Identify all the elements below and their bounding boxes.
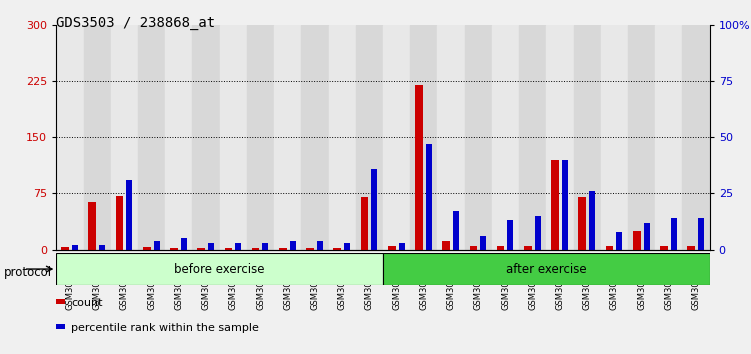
Bar [383,25,410,250]
Bar [606,246,614,250]
Bar [628,25,655,250]
Bar [399,243,405,250]
Bar [89,202,96,250]
Bar [660,246,668,250]
Bar [290,241,296,250]
Bar [601,25,628,250]
Bar [453,211,459,250]
Bar [574,25,601,250]
Bar [426,144,432,250]
Bar [383,253,710,285]
Bar [442,241,450,250]
Text: protocol: protocol [4,266,52,279]
Bar [644,223,650,250]
Bar [99,245,105,250]
Bar [235,243,241,250]
Text: count: count [71,298,103,308]
Bar [143,247,150,250]
Bar [437,25,465,250]
Text: before exercise: before exercise [174,263,265,275]
Bar [578,197,586,250]
Bar [469,246,477,250]
Bar [225,248,232,250]
Bar [356,25,383,250]
Bar [181,238,187,250]
Bar [328,25,356,250]
Text: GDS3503 / 238868_at: GDS3503 / 238868_at [56,16,216,30]
Text: after exercise: after exercise [506,263,587,275]
Bar [410,25,437,250]
Bar [551,160,559,250]
Bar [671,218,677,250]
Bar [192,25,219,250]
Bar [519,25,546,250]
Bar [83,25,111,250]
Bar [617,232,623,250]
Bar [589,191,595,250]
Bar [388,246,396,250]
Bar [165,25,192,250]
Bar [333,248,341,250]
Bar [415,85,423,250]
Bar [279,248,287,250]
Bar [153,241,159,250]
Bar [116,196,123,250]
Bar [360,197,368,250]
Bar [247,25,274,250]
Bar [547,25,574,250]
Bar [56,253,383,285]
Bar [262,243,268,250]
Bar [317,241,323,250]
Bar [301,25,328,250]
Bar [465,25,492,250]
Bar [633,231,641,250]
Bar [219,25,247,250]
Bar [687,246,695,250]
Bar [208,243,214,250]
Bar [480,236,486,250]
Bar [274,25,301,250]
Bar [126,180,132,250]
Bar [170,248,178,250]
Bar [655,25,683,250]
Bar [524,246,532,250]
Bar [683,25,710,250]
Bar [698,218,704,250]
Bar [562,160,568,250]
Bar [111,25,138,250]
Bar [492,25,519,250]
Bar [62,247,69,250]
Bar [535,216,541,250]
Bar [508,220,514,250]
Bar [56,25,83,250]
Bar [306,248,314,250]
Bar [497,246,505,250]
Bar [138,25,165,250]
Bar [344,243,350,250]
Bar [252,248,259,250]
Bar [371,169,377,250]
Bar [198,248,205,250]
Bar [72,245,78,250]
Text: percentile rank within the sample: percentile rank within the sample [71,323,259,333]
